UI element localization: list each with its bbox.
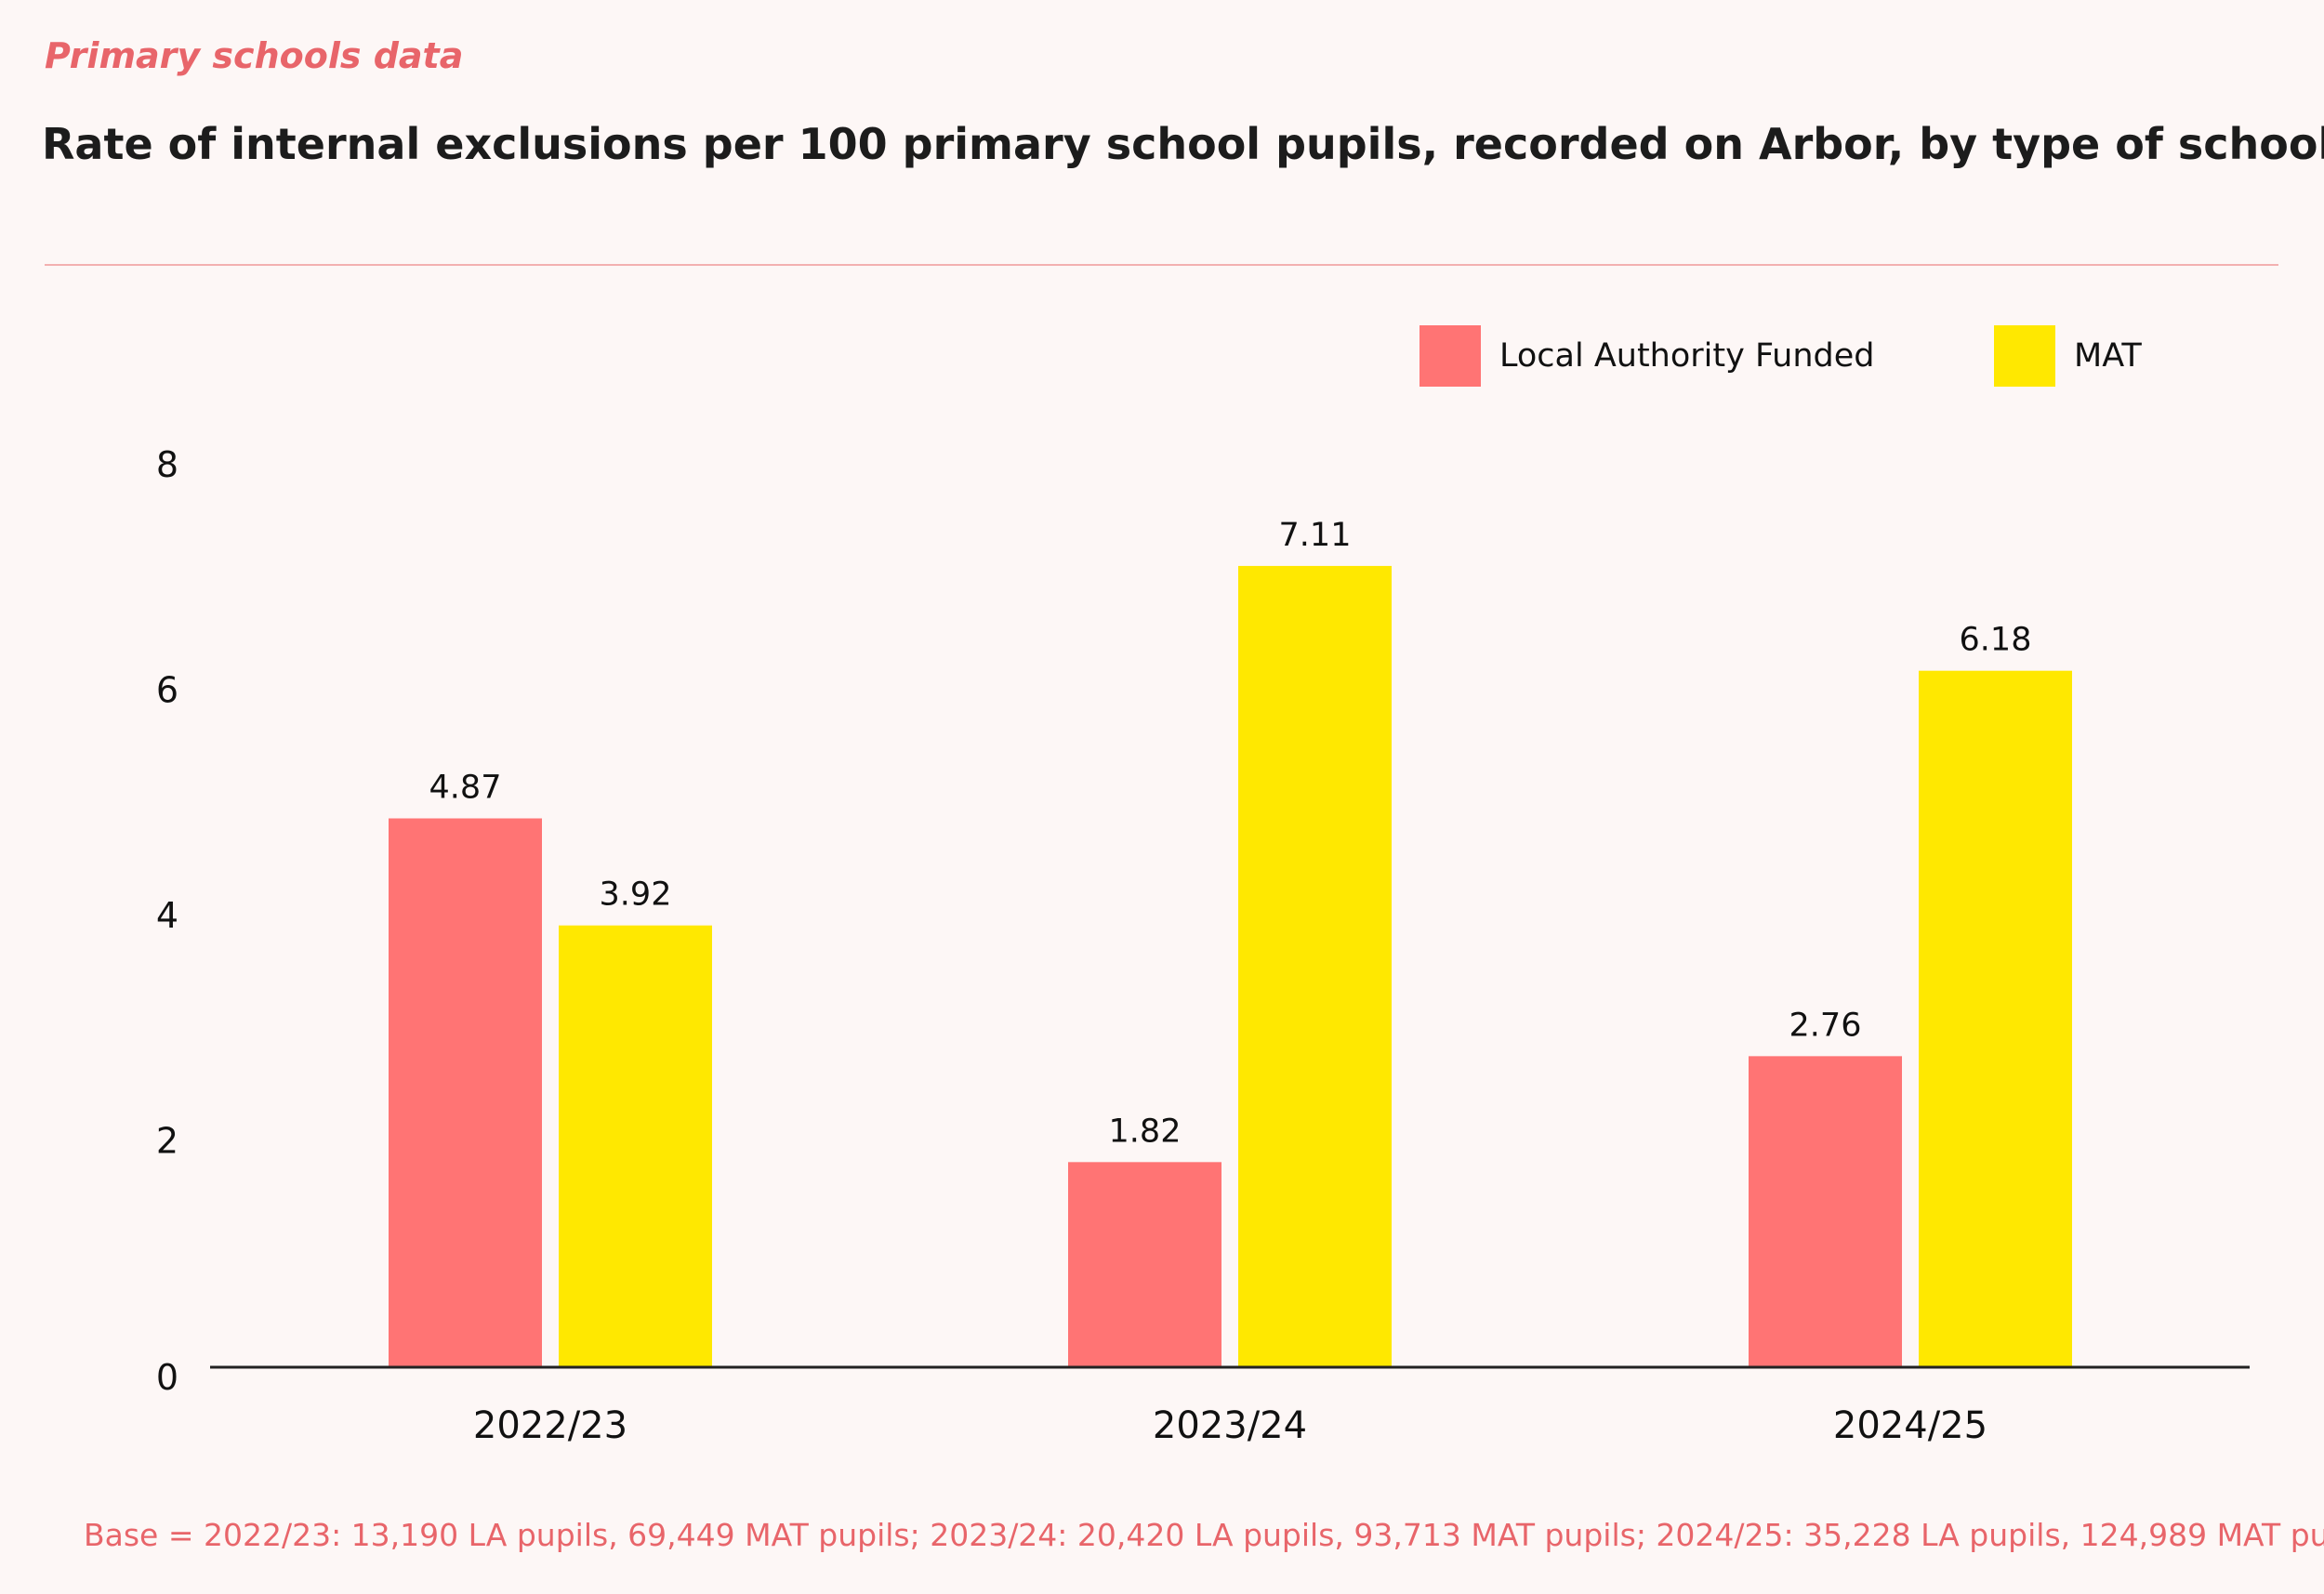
legend-item-local-authority: Local Authority Funded [1419,325,1875,387]
legend-item-mat: MAT [1994,325,2142,387]
title-divider [45,264,2278,266]
bar-local-authority-2023-24 [1068,1162,1221,1367]
y-tick-label: 0 [156,1357,178,1398]
data-label: 4.87 [429,770,502,807]
data-label: 6.18 [1960,622,2032,659]
x-tick-label: 2023/24 [1153,1404,1307,1447]
bar-local-authority-2024-25 [1749,1056,1902,1367]
bar-mat-2023-24 [1238,565,1392,1367]
legend-swatch-mat [1994,325,2055,387]
data-label: 7.11 [1279,517,1352,554]
x-tick-label: 2024/25 [1833,1404,1987,1447]
y-tick-label: 8 [156,444,178,485]
legend-label-mat: MAT [2074,337,2142,375]
bar-local-authority-2022-23 [389,818,542,1367]
data-label: 1.82 [1109,1113,1182,1150]
base-footnote: Base = 2022/23: 13,190 LA pupils, 69,449… [84,1517,2324,1553]
bar-mat-2022-23 [559,925,712,1367]
x-tick-label: 2022/23 [473,1404,627,1447]
section-kicker: Primary schools data [45,35,464,76]
data-label: 3.92 [600,876,672,914]
legend-label-local-authority: Local Authority Funded [1499,337,1875,375]
y-tick-label: 4 [156,895,178,936]
data-label: 2.76 [1789,1007,1862,1044]
y-tick-label: 6 [156,670,178,711]
legend-swatch-local-authority [1419,325,1481,387]
chart-title: Rate of internal exclusions per 100 prim… [42,119,2324,169]
bar-mat-2024-25 [1919,670,2072,1367]
y-tick-label: 2 [156,1121,178,1162]
